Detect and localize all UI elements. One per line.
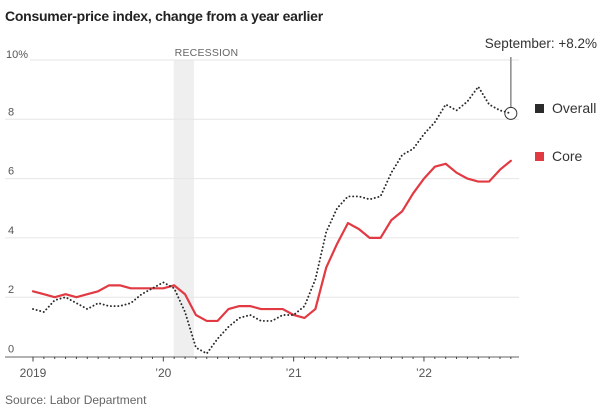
x-axis: 2019 ’20 ’21 ’22 — [5, 356, 519, 380]
x-tick-label: 2019 — [20, 366, 47, 380]
annotation-marker — [504, 106, 518, 120]
legend-label-core: Core — [552, 148, 583, 164]
legend-item-overall: Overall — [535, 100, 596, 116]
x-tick-label: ’20 — [155, 366, 171, 380]
y-tick-label: 8 — [8, 106, 14, 118]
annotation-label: September: +8.2% — [484, 36, 597, 51]
legend-swatch-core — [535, 151, 544, 161]
y-tick-label: 0 — [8, 344, 14, 356]
series-line-core — [31, 159, 512, 323]
x-tick-label: ’22 — [416, 366, 432, 380]
recession-label: RECESSION — [175, 47, 239, 59]
gridlines — [5, 59, 519, 298]
y-axis-labels: 0 2 4 6 8 10% — [6, 49, 28, 356]
annotation-group — [504, 57, 518, 120]
recession-shade — [173, 60, 194, 357]
x-tick-label: ’21 — [286, 366, 302, 380]
source-note: Source: Labor Department — [5, 393, 147, 407]
y-tick-label: 6 — [8, 166, 14, 178]
series-group — [31, 85, 512, 355]
y-tick-label: 2 — [8, 284, 14, 296]
legend-label-overall: Overall — [552, 100, 597, 116]
chart-title: Consumer-price index, change from a year… — [5, 8, 323, 24]
series-line-overall — [32, 85, 512, 355]
legend-swatch-overall — [535, 103, 544, 113]
recession-group: RECESSION — [173, 47, 239, 357]
legend-item-core: Core — [535, 148, 582, 164]
y-tick-label: 4 — [8, 225, 14, 237]
y-tick-label: 10% — [6, 49, 28, 61]
